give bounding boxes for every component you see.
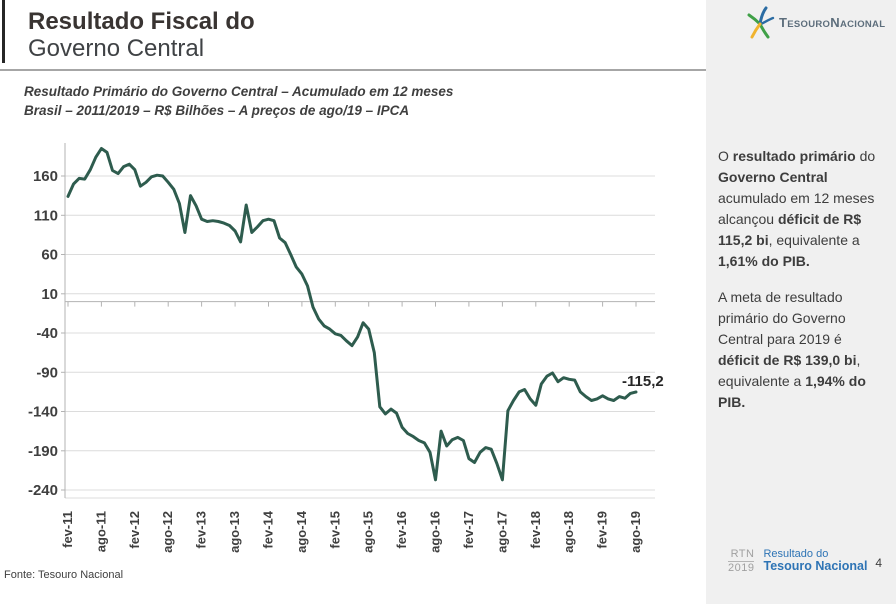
x-tick-label: ago-18 [561, 511, 576, 553]
x-tick-label: ago-14 [294, 510, 309, 553]
page-title: Resultado Fiscal do Governo Central [28, 8, 255, 62]
y-tick-label: -240 [28, 482, 58, 499]
x-tick-label: ago-19 [628, 511, 643, 553]
x-tick-label: ago-11 [93, 511, 108, 552]
report-title: Resultado do Tesouro Nacional [763, 548, 868, 573]
y-axis-labels: 160 110 60 10 -40 -90 -140 -190 -240 [28, 168, 58, 499]
x-tick-label: ago-17 [494, 511, 509, 553]
y-tick-label: 160 [33, 168, 58, 185]
chart-area: 160 110 60 10 -40 -90 -140 -190 -240 fev-11 ago-11… [0, 130, 676, 600]
title-divider [0, 69, 706, 71]
y-tick-label: -40 [36, 325, 58, 342]
rtn-badge: RTN 2019 [728, 549, 755, 574]
x-tick-label: fev-11 [60, 511, 75, 548]
source-note: Fonte: Tesouro Nacional [4, 569, 124, 581]
gridlines [65, 175, 655, 499]
y-tick-label: -190 [28, 443, 58, 460]
axes [61, 143, 655, 498]
x-tick-label: ago-12 [160, 511, 175, 553]
x-tick-label: fev-12 [127, 511, 142, 549]
x-tick-label: fev-16 [394, 511, 409, 549]
tesouro-nacional-wordmark: TESOURONACIONAL [779, 15, 886, 30]
x-axis-labels: fev-11 ago-11 fev-12 ago-12 fev-13 ago-13 fev-… [60, 510, 643, 553]
x-tick-label: ago-16 [428, 511, 443, 553]
chart-subtitle-line-2: Brasil – 2011/2019 – R$ Bilhões – A preç… [24, 103, 410, 118]
tesouro-star-icon [747, 6, 775, 39]
report-title-line-2: Tesouro Nacional [763, 559, 868, 573]
rtn-label: RTN [728, 549, 755, 562]
rtn-year: 2019 [728, 562, 755, 574]
chart-subtitle: Resultado Primário do Governo Central – … [24, 82, 453, 120]
x-tick-label: fev-14 [261, 510, 276, 548]
chart-subtitle-line-1: Resultado Primário do Governo Central – … [24, 84, 454, 99]
x-tick-label: ago-15 [361, 511, 376, 553]
x-tick-label: fev-18 [528, 511, 543, 549]
y-tick-label: -140 [28, 404, 58, 421]
last-value-label: -115,2 [622, 373, 664, 390]
title-line-1: Resultado Fiscal do [28, 8, 255, 35]
title-line-2: Governo Central [28, 35, 205, 62]
report-footer: RTN 2019 Resultado do Tesouro Nacional [728, 549, 867, 574]
commentary-paragraph-2: A meta de resultado primário do Governo … [718, 289, 866, 410]
y-tick-label: 110 [34, 207, 58, 224]
left-edge-bar [2, 0, 5, 63]
x-tick-label: ago-13 [227, 511, 242, 553]
commentary-paragraph-1: O resultado primário do Governo Central … [718, 148, 876, 269]
page-number: 4 [875, 556, 882, 570]
x-tick-label: fev-15 [327, 511, 342, 549]
primary-result-line [66, 147, 638, 482]
y-tick-label: 10 [41, 286, 58, 303]
y-tick-label: -90 [36, 364, 58, 381]
y-tick-label: 60 [41, 247, 58, 264]
x-tick-label: fev-13 [194, 511, 209, 549]
x-tick-label: fev-17 [461, 511, 476, 549]
commentary: O resultado primário do Governo Central … [718, 146, 886, 428]
tesouro-nacional-logo: TESOURONACIONAL [746, 6, 885, 40]
sidebar: TESOURONACIONAL O resultado primário do … [706, 0, 896, 604]
x-tick-label: fev-19 [595, 511, 610, 549]
report-title-line-1: Resultado do [763, 548, 829, 560]
